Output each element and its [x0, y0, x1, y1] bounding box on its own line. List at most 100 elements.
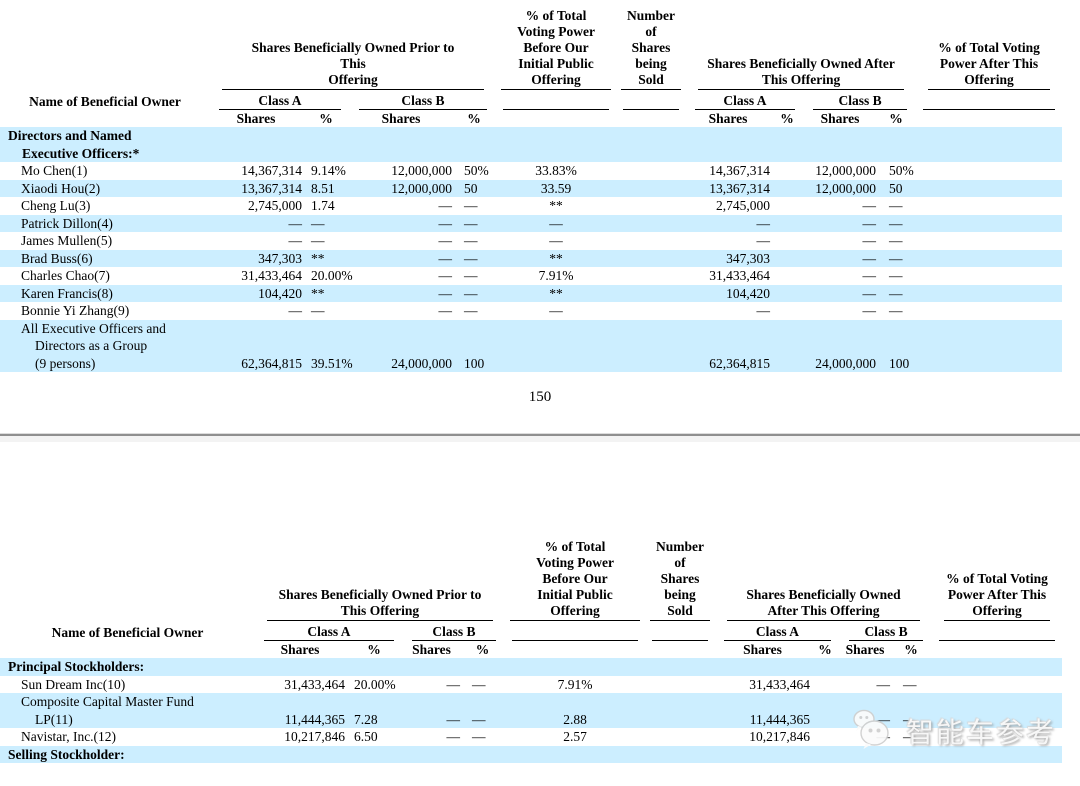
column-header-shares-sold: Number of Shares being Sold [616, 8, 686, 90]
table-cell: — [890, 693, 933, 728]
ownership-table-directors-section: Shares Beneficially Owned Prior to This … [0, 0, 1080, 372]
table-cell: 50 [452, 179, 496, 197]
table-cell: — [311, 233, 325, 248]
column-header-after-group: Shares Beneficially Owned After This Off… [686, 8, 916, 90]
column-header-prior-group: Shares Beneficially Owned Prior to This … [210, 8, 496, 90]
voting-after-label: % of Total Voting Power After This Offer… [928, 40, 1051, 90]
table-cell: — [876, 284, 917, 302]
table-cell [810, 693, 840, 728]
table-cell: 104,420 [210, 284, 302, 302]
table-cell [810, 745, 840, 763]
table-cell [810, 676, 840, 694]
table-cell: — [288, 233, 303, 248]
table-cell [616, 214, 686, 232]
table-row: Brad Buss(6) 347,303 ** — — ** 347,303— — [0, 249, 1063, 267]
table-cell: 12,000,000 [350, 179, 452, 197]
column-header-percent: % [818, 642, 832, 657]
beneficial-owner-name: Mo Chen(1) [21, 163, 88, 178]
after-group-label: Shares Beneficially Owned After This Off… [727, 587, 921, 621]
table-body: Principal Stockholders: Sun Dream Inc(10)… [0, 658, 1063, 763]
table-cell [715, 745, 810, 763]
column-header-voting-before: % of Total Voting Power Before Our Initi… [496, 8, 616, 90]
table-cell [932, 676, 1062, 694]
table-cell [255, 658, 345, 676]
column-header-voting-before: % of Total Voting Power Before Our Initi… [505, 539, 645, 621]
prior-group-label: Shares Beneficially Owned Prior to This … [267, 587, 493, 621]
shares-sold-rule [645, 621, 715, 641]
column-header-percent: % [904, 642, 918, 657]
table-cell [302, 127, 350, 162]
beneficial-owner-name: Directors and Named Executive Officers:* [0, 127, 210, 162]
column-header-after-class-a: Class A [686, 90, 804, 110]
table-cell: — [350, 284, 452, 302]
table-cell: — [438, 268, 453, 283]
table-cell: 12,000,000 [391, 163, 452, 178]
table-cell: — [889, 303, 903, 318]
table-cell: 7.28 [345, 693, 403, 728]
beneficial-owner-name: Charles Chao(7) [21, 268, 110, 283]
page-number: 150 [528, 389, 552, 405]
voting-before-label: % of Total Voting Power Before Our Initi… [501, 8, 611, 90]
table-cell [770, 232, 804, 250]
beneficial-owner-name: All Executive Officers and Directors as a… [0, 319, 210, 372]
table-cell [916, 214, 1063, 232]
table-cell [345, 658, 403, 676]
table-cell [916, 319, 1063, 372]
table-cell: 2.57 [563, 729, 587, 744]
table-cell: ** [496, 284, 616, 302]
table-cell [210, 127, 302, 162]
table-cell [916, 232, 1062, 250]
table-cell: 20.00% [354, 676, 396, 692]
table-cell: — [756, 233, 771, 248]
table-cell [616, 267, 686, 285]
table-cell: 33.83% [535, 163, 577, 178]
column-header-voting-after: % of Total Voting Power After This Offer… [932, 539, 1062, 621]
table-cell: — [288, 303, 303, 318]
table-cell [804, 127, 876, 162]
column-header-percent: % [889, 111, 903, 126]
table-cell: 2.88 [505, 693, 645, 728]
column-header-shares: Shares [820, 111, 860, 126]
voting-before-rule [505, 621, 645, 641]
table-row: Bonnie Yi Zhang(9) — — — — — — — — [0, 302, 1062, 320]
column-header-after-group: Shares Beneficially Owned After This Off… [715, 539, 932, 621]
group-header-row: Shares Beneficially Owned Prior to This … [0, 8, 1062, 90]
column-header-shares: Shares [708, 111, 748, 126]
table-row: Cheng Lu(3) 2,745,000 1.74 — — ** 2,745,000 — — [0, 197, 1062, 215]
prior-group-label: Shares Beneficially Owned Prior to This … [222, 40, 484, 90]
table-cell: — [350, 249, 452, 267]
table-cell: — [350, 214, 452, 232]
table-cell [916, 249, 1063, 267]
table-cell: 2,745,000 [716, 198, 770, 213]
column-header-name: Name of Beneficial Owner [51, 625, 204, 640]
table-row: James Mullen(5) — — — — — — — — [0, 232, 1062, 250]
table-cell: — [862, 268, 877, 283]
table-row: Selling Stockholder: [0, 745, 1063, 763]
table-cell [916, 302, 1062, 320]
name-column-spacer [0, 539, 255, 621]
table-cell: — [210, 214, 302, 232]
beneficial-owner-name: Selling Stockholder: [0, 745, 255, 763]
table-cell [505, 658, 645, 676]
voting-before-label: % of Total Voting Power Before Our Initi… [510, 539, 640, 621]
table-cell: — [686, 214, 770, 232]
table-cell [770, 249, 804, 267]
table-cell: — [464, 268, 478, 283]
table-cell [890, 658, 933, 676]
column-header-shares: Shares [412, 642, 451, 657]
column-header-shares: Shares [743, 642, 782, 657]
table-cell [916, 284, 1063, 302]
table-cell [876, 127, 917, 162]
column-header-prior-class-a: Class A [210, 90, 350, 110]
column-header-voting-after: % of Total Voting Power After This Offer… [916, 8, 1062, 90]
shares-sold-label: Number of Shares being Sold [621, 8, 681, 90]
table-cell [770, 319, 804, 372]
beneficial-owner-name: Karen Francis(8) [0, 284, 210, 302]
table-cell: — [452, 249, 496, 267]
beneficial-owner-name: Patrick Dillon(4) [0, 214, 210, 232]
table-cell: — [446, 729, 461, 744]
directors-ownership-table: Shares Beneficially Owned Prior to This … [0, 8, 1063, 372]
table-cell: 13,367,314 [686, 179, 770, 197]
table-cell [916, 197, 1062, 215]
table-cell: ** [302, 284, 350, 302]
